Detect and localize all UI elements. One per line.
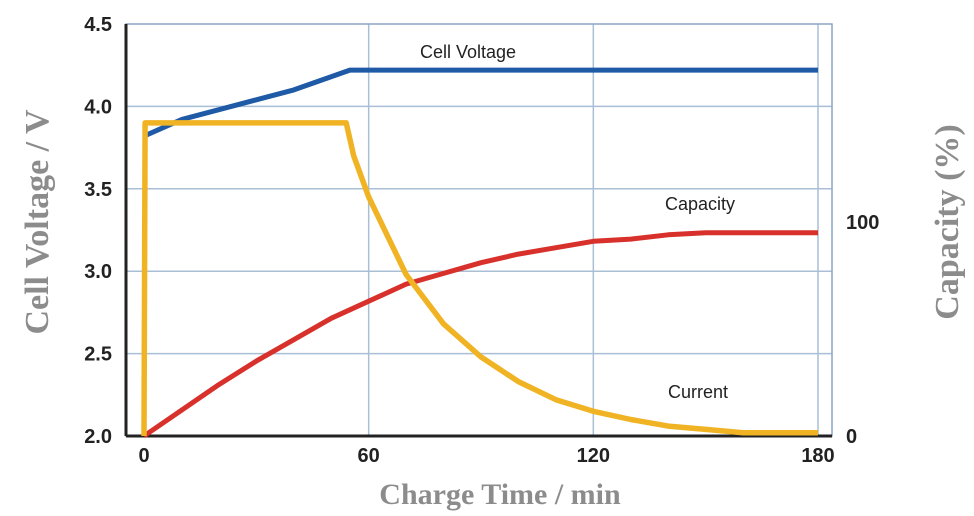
gridlines <box>126 24 832 436</box>
y-tick-label-right: 100 <box>846 212 879 234</box>
y-tick-label-left: 3.0 <box>84 261 112 283</box>
tick-labels: 2.0 2.5 3.0 3.5 4.0 4.5 0 60 120 180 0 100 <box>84 14 879 467</box>
y-tick-label-left: 4.5 <box>84 14 112 36</box>
series-line-capacity <box>142 230 818 439</box>
x-axis-title: Charge Time / min <box>379 478 621 511</box>
y-tick-label-left: 2.5 <box>84 344 112 366</box>
y-tick-label-right: 0 <box>846 426 857 448</box>
x-tick-label: 0 <box>138 445 149 467</box>
y-tick-label-left: 2.0 <box>84 426 112 448</box>
annotation-capacity: Capacity <box>665 194 735 214</box>
x-tick-label: 60 <box>358 445 380 467</box>
y-tick-label-left: 3.5 <box>84 179 112 201</box>
x-tick-label: 180 <box>801 445 834 467</box>
series-line-cell-voltage <box>142 67 818 139</box>
y-tick-label-left: 4.0 <box>84 96 112 118</box>
y-axis-title-right: Capacity (%) <box>929 124 966 319</box>
annotation-current: Current <box>668 382 728 402</box>
annotation-cell-voltage: Cell Voltage <box>420 42 516 62</box>
series-lines <box>141 67 818 439</box>
y-axis-title-left: Cell Voltage / V <box>19 109 56 335</box>
series-line-current <box>141 120 818 437</box>
x-tick-label: 120 <box>577 445 610 467</box>
